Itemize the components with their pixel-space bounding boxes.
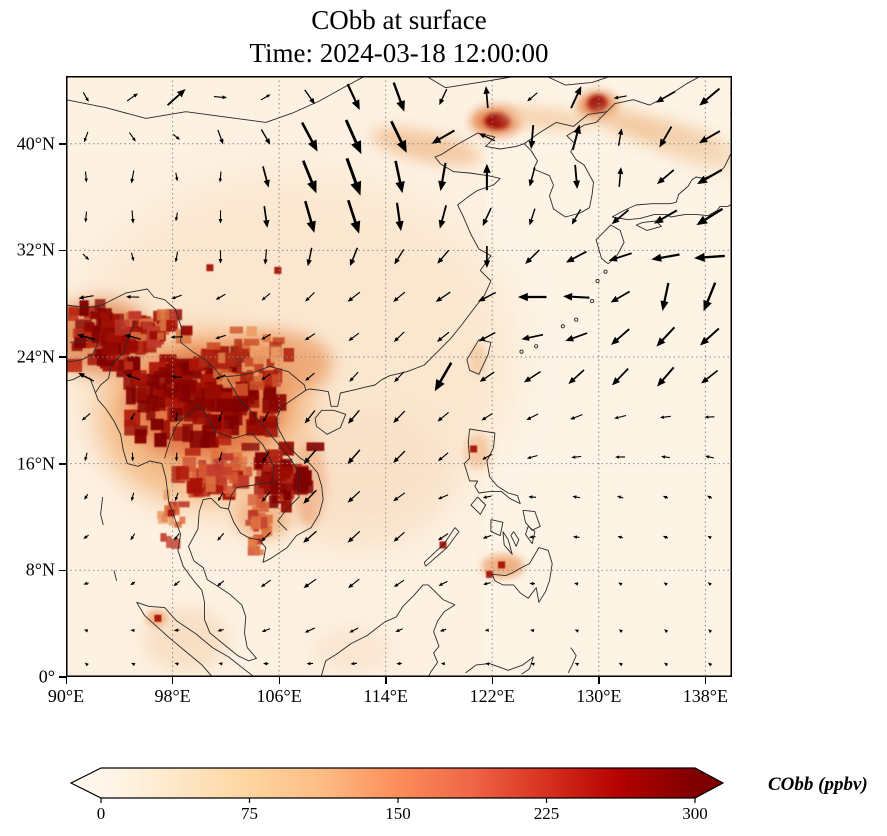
heat-cell-layer (66, 264, 506, 622)
wind-quiver-layer (76, 82, 725, 667)
colorbar-tick-label: 225 (533, 804, 560, 823)
y-tick-label: 16°N (16, 453, 55, 474)
x-tick-label: 98°E (154, 686, 191, 706)
x-tick-label: 130°E (576, 686, 622, 706)
x-tick-mark (172, 677, 174, 684)
colorbar-tick-label: 150 (385, 804, 411, 823)
colorbar-canvas (69, 767, 725, 803)
y-tick-mark (59, 143, 66, 145)
x-tick-mark (704, 677, 707, 684)
x-tick-mark (598, 677, 600, 684)
plot-title: CObb at surface Time: 2024-03-18 12:00:0… (66, 4, 732, 70)
y-tick-mark (59, 463, 66, 465)
colorbar-extend-max-arrow (695, 768, 723, 798)
colorbar-tick-label: 75 (241, 804, 258, 823)
y-tick-label: 8°N (25, 559, 55, 580)
gridline-layer (66, 76, 732, 677)
colorbar-extend-min-arrow (71, 768, 101, 798)
y-tick-label: 24°N (16, 346, 55, 367)
plot-frame (66, 76, 732, 677)
y-tick-mark (59, 356, 66, 358)
y-tick-label: 0° (38, 666, 55, 687)
map-plot (66, 76, 732, 677)
y-tick-mark (59, 676, 66, 678)
x-tick-mark (65, 677, 67, 684)
title-variable: CObb at surface (311, 5, 487, 35)
x-tick-mark (278, 677, 280, 684)
y-tick-mark (59, 249, 66, 252)
x-tick-label: 90°E (47, 686, 85, 706)
x-tick-mark (385, 677, 387, 684)
y-tick-label: 40°N (16, 133, 55, 154)
x-tick-mark (491, 677, 494, 684)
x-tick-label: 114°E (363, 686, 408, 706)
colorbar-tick-label: 0 (96, 804, 106, 823)
title-timestamp: Time: 2024-03-18 12:00:00 (249, 37, 549, 68)
x-tick-label: 106°E (256, 686, 302, 706)
colorbar-label: CObb (ppbv) (768, 774, 868, 795)
y-tick-mark (59, 569, 66, 572)
y-tick-label: 32°N (16, 239, 55, 260)
colorbar: CObb (ppbv) 0 75 150 225 300 (60, 760, 887, 836)
colorbar-tick-label: 300 (682, 804, 708, 823)
x-tick-label: 122°E (469, 686, 515, 706)
map-canvas (66, 76, 732, 677)
x-tick-label: 138°E (682, 686, 728, 706)
